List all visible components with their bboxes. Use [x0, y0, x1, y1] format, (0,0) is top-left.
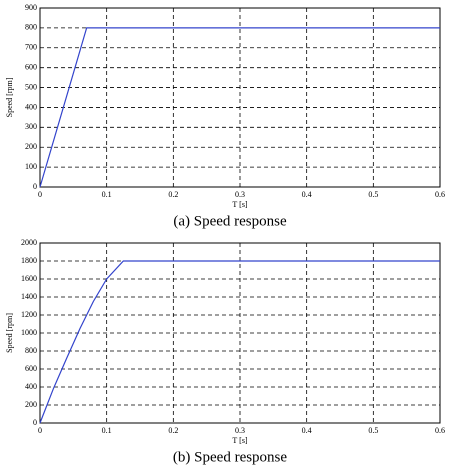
x-tick-label: 0.5 [368, 426, 378, 435]
x-tick-label: 0 [38, 426, 42, 435]
y-tick-label: 500 [25, 82, 37, 91]
x-tick-label: 0.6 [435, 190, 445, 199]
y-tick-label: 700 [25, 43, 37, 52]
y-tick-label: 800 [25, 23, 37, 32]
y-tick-label: 400 [25, 382, 37, 391]
y-tick-label: 1800 [21, 256, 37, 265]
y-tick-label: 0 [33, 182, 37, 191]
x-tick-label: 0.2 [168, 190, 178, 199]
y-tick-label: 300 [25, 122, 37, 131]
x-tick-label: 0.2 [168, 426, 178, 435]
y-tick-label: 1400 [21, 292, 37, 301]
x-tick-label: 0.6 [435, 426, 445, 435]
y-tick-label: 2000 [21, 238, 37, 247]
x-tick-label: 0.5 [368, 190, 378, 199]
caption: (b) Speed response [173, 449, 287, 465]
x-tick-label: 0.1 [102, 426, 112, 435]
caption: (a) Speed response [173, 213, 287, 229]
y-tick-label: 0 [33, 418, 37, 427]
y-tick-label: 200 [25, 142, 37, 151]
x-tick-label: 0.1 [102, 190, 112, 199]
y-tick-label: 900 [25, 3, 37, 12]
x-axis-label: T [s] [232, 436, 248, 445]
y-tick-label: 1000 [21, 328, 37, 337]
y-tick-label: 600 [25, 364, 37, 373]
speed-line [39, 27, 440, 188]
plot-frame [39, 242, 441, 424]
x-tick-label: 0.3 [235, 190, 245, 199]
y-tick-label: 100 [25, 162, 37, 171]
y-tick-label: 600 [25, 62, 37, 71]
x-tick-label: 0 [38, 190, 42, 199]
y-axis-label: Speed [rpm] [5, 77, 14, 117]
plot-frame [39, 7, 441, 188]
y-tick-label: 1200 [21, 310, 37, 319]
speed-line [39, 260, 440, 424]
x-tick-label: 0.4 [302, 190, 312, 199]
y-tick-label: 400 [25, 102, 37, 111]
x-tick-label: 0.4 [302, 426, 312, 435]
x-axis-label: T [s] [232, 200, 248, 209]
x-tick-label: 0.3 [235, 426, 245, 435]
y-tick-label: 200 [25, 400, 37, 409]
y-tick-label: 1600 [21, 274, 37, 283]
y-axis-label: Speed [rpm] [5, 313, 14, 353]
y-tick-label: 800 [25, 346, 37, 355]
